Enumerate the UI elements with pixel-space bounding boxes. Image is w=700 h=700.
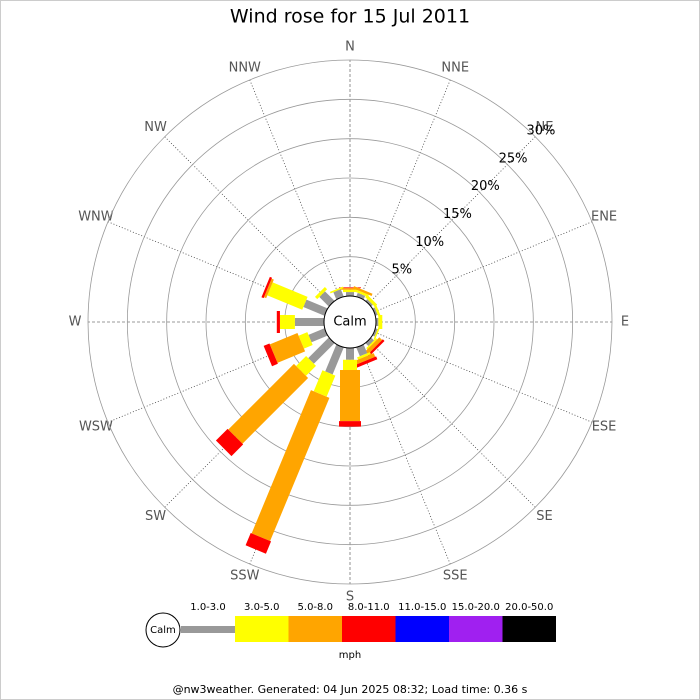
bar-segment [343, 289, 357, 293]
direction-label: N [345, 40, 355, 55]
bar-segment [314, 286, 328, 300]
legend-swatch [449, 616, 503, 642]
unit-label: mph [339, 650, 361, 661]
bar-segment [372, 328, 378, 337]
bar-segment [308, 337, 335, 364]
bar-segment [303, 299, 328, 316]
legend-swatch [502, 616, 556, 642]
grid-ring [244, 216, 456, 428]
legend-swatch [181, 626, 235, 633]
direction-label: ENE [591, 209, 617, 224]
bar-segment [228, 363, 309, 444]
bar-segment [372, 307, 378, 316]
footer: @nw3weather. Generated: 04 Jun 2025 08:3… [173, 683, 528, 696]
direction-label: SW [145, 509, 166, 524]
direction-label: NE [535, 120, 553, 135]
bar-segment [346, 292, 354, 296]
legend-calm [145, 612, 181, 648]
bar-segment [296, 356, 316, 376]
bar-segment [215, 428, 244, 457]
r-tick-label: 5% [392, 263, 413, 278]
direction-label: WSW [79, 420, 113, 435]
r-tick-label: 15% [443, 207, 472, 222]
bar-segment [356, 344, 368, 357]
direction-label: SSW [230, 569, 260, 584]
r-tick-label: 30% [526, 124, 555, 139]
bar-segment [366, 338, 378, 350]
bar-segment [245, 532, 272, 554]
r-tick-label: 10% [415, 235, 444, 250]
grid-ring [205, 177, 495, 467]
bar-segment [298, 332, 313, 349]
legend-label: 5.0-8.0 [298, 602, 333, 613]
grid-ring [87, 59, 613, 585]
bar-segment [339, 421, 361, 427]
bar-segment [313, 370, 336, 397]
bar-segment [356, 292, 366, 300]
bar-segment [346, 348, 354, 360]
bar-segment [365, 337, 383, 355]
chart-title: Wind rose for 15 Jul 2011 [230, 6, 470, 28]
bar-segment [353, 286, 373, 296]
bar-segment [269, 332, 306, 363]
bar-segment [376, 318, 379, 326]
legend-label: 20.0-50.0 [505, 602, 553, 613]
bar-segment [373, 303, 382, 318]
bar-segment [279, 315, 295, 329]
bar-segment [354, 289, 369, 298]
bar-segment [343, 359, 357, 371]
bar-segment [365, 299, 373, 307]
bar-segment [333, 289, 344, 300]
legend-swatch [395, 616, 449, 642]
legend-swatch [288, 616, 342, 642]
bar-segment [325, 344, 344, 375]
bar-segment [365, 294, 378, 307]
bar-segment [263, 343, 278, 367]
bar-segment [308, 328, 328, 343]
direction-label: SSE [443, 569, 468, 584]
bar-segment [365, 337, 374, 346]
direction-label: E [621, 315, 629, 330]
direction-label: WNW [78, 209, 114, 224]
legend-label: 8.0-11.0 [348, 602, 390, 613]
direction-label: S [346, 590, 354, 605]
bar-segment [294, 318, 324, 326]
bar-segment [340, 370, 360, 422]
grid-ring [126, 98, 574, 546]
calm-circle [323, 295, 377, 349]
direction-label: SE [536, 509, 552, 524]
direction-label: NNW [229, 60, 261, 75]
bar-segment [357, 352, 371, 360]
calm-label: Calm [333, 315, 366, 330]
r-tick-label: 25% [499, 151, 528, 166]
bar-segment [355, 356, 378, 368]
bar-segment [276, 311, 280, 333]
direction-label: NW [144, 120, 167, 135]
bar-segment [367, 339, 385, 357]
direction-label: W [69, 315, 82, 330]
legend-calm-label: Calm [150, 625, 176, 636]
direction-label: ESE [592, 420, 617, 435]
bar-segment [355, 353, 376, 365]
grid-ring [166, 138, 534, 506]
legend-label: 1.0-3.0 [190, 602, 225, 613]
bar-segment [378, 315, 383, 329]
bar-segment [329, 286, 344, 294]
legend-label: 11.0-15.0 [398, 602, 446, 613]
legend-swatch [342, 616, 396, 642]
bar-segment [373, 326, 381, 340]
r-tick-label: 20% [471, 179, 500, 194]
legend-swatch [235, 616, 289, 642]
direction-label: NNE [441, 60, 469, 75]
legend-label: 15.0-20.0 [452, 602, 500, 613]
legend-label: 3.0-5.0 [244, 602, 279, 613]
bar-segment [261, 276, 273, 299]
bar-segment [264, 278, 274, 299]
bar-segment [251, 390, 330, 541]
bar-segment [267, 282, 308, 310]
bar-segment [319, 291, 335, 307]
